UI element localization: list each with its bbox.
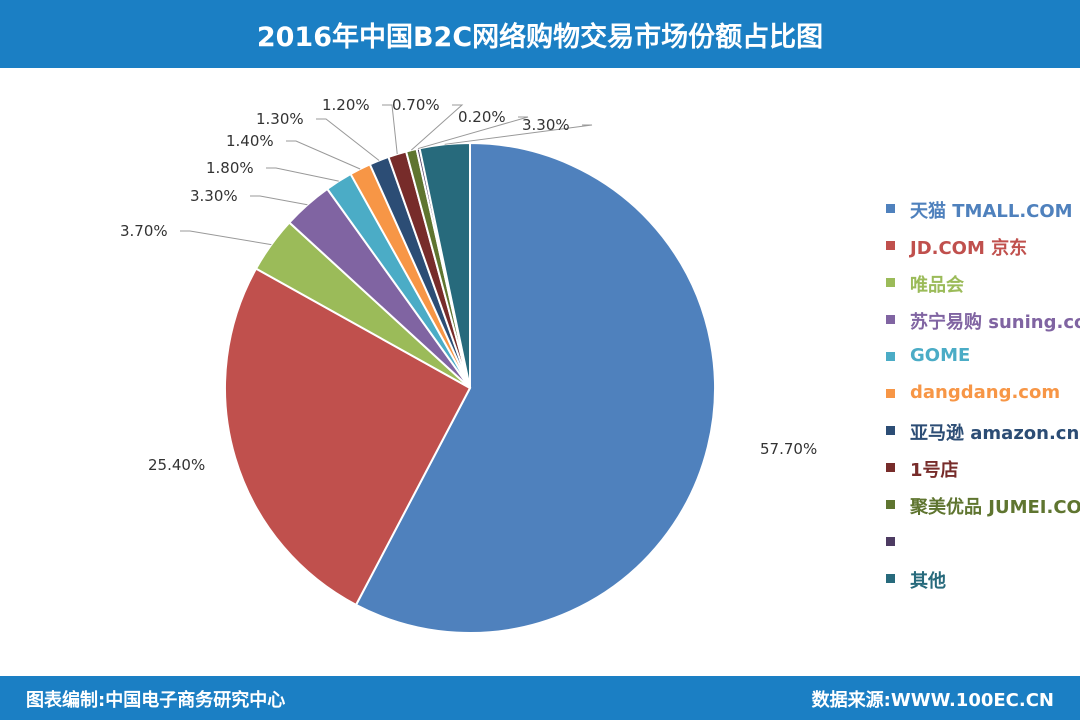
leader-line-2 [180,230,272,246]
legend-item-3: 苏宁易购 suning.com [886,301,1080,338]
legend-swatch-4 [886,352,895,361]
legend-item-9 [886,523,1076,560]
leader-line-7 [382,104,398,155]
legend-label-6: 亚马逊 amazon.cn [910,423,1080,444]
data-label-8: 0.70% [392,96,440,114]
legend-label-2: 唯品会 [910,275,964,296]
legend-item-4: GOME [886,338,1076,375]
pie-slice-1 [224,267,472,607]
legend-item-1: JD.COM 京东 [886,227,1076,264]
data-label-3: 3.30% [190,187,238,205]
legend-label-8: 聚美优品 JUMEI.COM [910,497,1080,518]
data-labels: 57.70% 25.40% 3.70% 3.30% 1.80% 1.40% 1.30% 1.2… [120,96,817,474]
legend-item-8: 聚美优品 JUMEI.COM [886,486,1080,523]
legend-swatch-5 [886,389,895,398]
leader-line-4 [266,167,339,182]
legend-item-7: 1号店 [886,449,1076,486]
data-label-7: 1.20% [322,96,370,114]
legend-swatch-0 [886,204,895,213]
leader-line-9 [417,116,529,150]
data-label-2: 3.70% [120,222,168,240]
legend-label-0: 天猫 TMALL.COM [910,201,1073,222]
legend-label-1: JD.COM 京东 [910,238,1028,259]
legend-swatch-10 [886,574,895,583]
leader-line-6 [316,118,380,161]
data-label-1: 25.40% [148,456,205,474]
legend-item-2: 唯品会 [886,264,1076,301]
legend-swatch-9 [886,537,895,546]
leader-line-10 [444,124,593,145]
pie-chart: 57.70% 25.40% 3.70% 3.30% 1.80% 1.40% 1.30% 1.2… [120,96,817,634]
leader-lines [180,104,593,246]
footer-bar: 图表编制:中国电子商务研究中心 数据来源:WWW.100EC.CN [0,676,1080,720]
data-label-4: 1.80% [206,159,254,177]
legend-label-7: 1号店 [910,460,959,481]
legend-swatch-1 [886,241,895,250]
pie-slices [224,141,716,634]
legend-label-4: GOME [910,345,971,366]
chart-title: 2016年中国B2C网络购物交易市场份额占比图 [256,21,824,53]
legend-label-10: 其他 [910,571,946,592]
legend-item-0: 天猫 TMALL.COM [886,190,1076,227]
data-label-0: 57.70% [760,440,817,458]
legend-item-5: dangdang.com [886,375,1076,412]
pie-slice-0 [354,141,716,634]
data-label-5: 1.40% [226,132,274,150]
legend-label-3: 苏宁易购 suning.com [910,312,1080,333]
legend-swatch-7 [886,463,895,472]
chart-title-bar: 2016年中国B2C网络购物交易市场份额占比图 [0,0,1080,68]
leader-line-3 [250,195,308,206]
legend-item-10: 其他 [886,560,1076,597]
data-label-6: 1.30% [256,110,304,128]
legend-swatch-8 [886,500,895,509]
legend-label-5: dangdang.com [910,382,1061,403]
legend-swatch-6 [886,426,895,435]
leader-line-8 [410,104,464,151]
data-label-9: 0.20% [458,108,506,126]
footer-compiler: 图表编制:中国电子商务研究中心 [26,690,286,711]
footer-source: 数据来源:WWW.100EC.CN [811,690,1054,711]
legend-swatch-2 [886,278,895,287]
legend-swatch-3 [886,315,895,324]
legend-item-6: 亚马逊 amazon.cn [886,412,1080,449]
leader-line-5 [286,140,361,170]
data-label-10: 3.30% [522,116,570,134]
